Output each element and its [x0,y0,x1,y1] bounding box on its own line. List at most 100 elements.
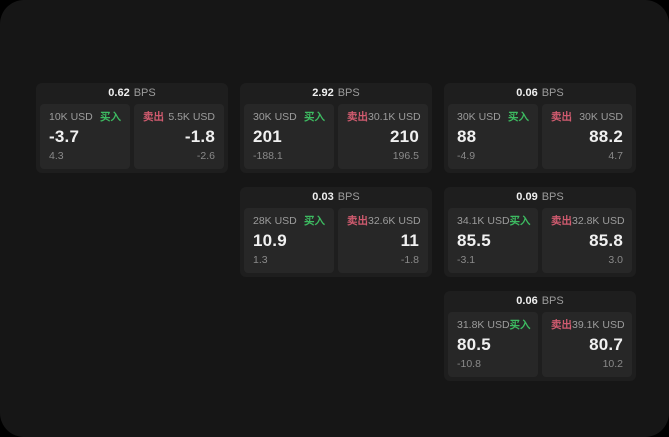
sell-size-label: 32.6K USD [368,215,421,227]
card-header: 0.62 BPS [36,83,228,104]
quote-card: 0.09 BPS 34.1K USD 买入 85.5 -3.1 卖出 32.8K… [444,187,636,277]
sell-secondary-value: 196.5 [392,150,419,163]
buy-side-badge: 买入 [100,111,121,123]
card-header: 0.06 BPS [444,291,636,312]
sell-price-value: 85.8 [589,231,623,251]
buy-size-label: 34.1K USD [457,215,510,227]
sell-price-value: 11 [400,231,419,251]
buy-secondary-value: -4.9 [457,150,476,163]
sell-tile[interactable]: 卖出 39.1K USD 80.7 10.2 [542,312,632,377]
buy-tile[interactable]: 31.8K USD 买入 80.5 -10.8 [448,312,538,377]
quote-card-grid: 0.62 BPS 10K USD 买入 -3.7 4.3 卖出 5.5K USD… [36,83,636,381]
buy-side-badge: 买入 [509,215,531,227]
sell-tile-header: 卖出 30.1K USD [347,111,421,124]
card-header: 0.06 BPS [444,83,636,104]
sell-size-label: 32.8K USD [572,215,625,227]
buy-size-label: 28K USD [253,215,297,227]
quote-card: 0.03 BPS 28K USD 买入 10.9 1.3 卖出 32.6K US… [240,187,432,277]
sell-side-badge: 卖出 [551,215,572,227]
sell-side-badge: 卖出 [143,111,164,123]
bps-unit-label: BPS [337,191,360,203]
bps-unit-label: BPS [337,87,360,99]
buy-secondary-value: -10.8 [457,358,481,371]
spread-bps-value: 0.06 [516,87,538,99]
card-header: 0.03 BPS [240,187,432,208]
card-body: 34.1K USD 买入 85.5 -3.1 卖出 32.8K USD 85.8… [444,208,636,277]
buy-secondary-value: 4.3 [49,150,64,163]
sell-side-badge: 卖出 [551,111,572,123]
sell-price-value: 88.2 [589,127,623,147]
buy-side-badge: 买入 [304,111,325,123]
buy-secondary-value: -188.1 [253,150,283,163]
quote-card: 2.92 BPS 30K USD 买入 201 -188.1 卖出 30.1K … [240,83,432,173]
buy-secondary-value: -3.1 [457,254,476,267]
sell-tile[interactable]: 卖出 30K USD 88.2 4.7 [542,104,632,169]
bps-unit-label: BPS [541,191,564,203]
spread-bps-value: 2.92 [312,87,334,99]
sell-side-badge: 卖出 [551,319,572,331]
buy-tile-header: 10K USD 买入 [49,111,121,124]
sell-tile[interactable]: 卖出 30.1K USD 210 196.5 [338,104,428,169]
buy-tile-header: 34.1K USD 买入 [457,215,531,228]
sell-tile-header: 卖出 32.6K USD [347,215,421,228]
sell-tile-header: 卖出 32.8K USD [551,215,625,228]
quote-card: 0.62 BPS 10K USD 买入 -3.7 4.3 卖出 5.5K USD… [36,83,228,173]
buy-tile-header: 31.8K USD 买入 [457,319,531,332]
sell-tile[interactable]: 卖出 32.6K USD 11 -1.8 [338,208,428,273]
card-header: 0.09 BPS [444,187,636,208]
spread-bps-value: 0.62 [108,87,130,99]
buy-tile-header: 30K USD 买入 [457,111,529,124]
buy-price-value: 85.5 [457,231,491,251]
sell-secondary-value: 10.2 [602,358,623,371]
buy-tile[interactable]: 30K USD 买入 201 -188.1 [244,104,334,169]
buy-side-badge: 买入 [509,319,531,331]
buy-side-badge: 买入 [304,215,325,227]
sell-side-badge: 卖出 [347,111,368,123]
sell-tile[interactable]: 卖出 5.5K USD -1.8 -2.6 [134,104,224,169]
card-body: 30K USD 买入 88 -4.9 卖出 30K USD 88.2 4.7 [444,104,636,173]
sell-price-value: -1.8 [184,127,215,147]
buy-price-value: -3.7 [49,127,80,147]
buy-price-value: 80.5 [457,335,491,355]
buy-size-label: 30K USD [253,111,297,123]
card-body: 30K USD 买入 201 -188.1 卖出 30.1K USD 210 1… [240,104,432,173]
sell-secondary-value: 4.7 [608,150,623,163]
card-body: 28K USD 买入 10.9 1.3 卖出 32.6K USD 11 -1.8 [240,208,432,277]
buy-size-label: 31.8K USD [457,319,510,331]
buy-tile[interactable]: 30K USD 买入 88 -4.9 [448,104,538,169]
spread-bps-value: 0.09 [516,191,538,203]
sell-side-badge: 卖出 [347,215,368,227]
sell-tile-header: 卖出 39.1K USD [551,319,625,332]
sell-size-label: 5.5K USD [168,111,215,123]
sell-size-label: 30K USD [579,111,623,123]
buy-size-label: 10K USD [49,111,93,123]
sell-secondary-value: -1.8 [400,254,419,267]
quote-card: 0.06 BPS 30K USD 买入 88 -4.9 卖出 30K USD 8… [444,83,636,173]
sell-secondary-value: -2.6 [196,150,215,163]
buy-price-value: 88 [457,127,477,147]
spread-bps-value: 0.06 [516,295,538,307]
buy-price-value: 201 [253,127,282,147]
sell-price-value: 210 [390,127,419,147]
sell-tile-header: 卖出 30K USD [551,111,623,124]
buy-size-label: 30K USD [457,111,501,123]
buy-price-value: 10.9 [253,231,287,251]
sell-secondary-value: 3.0 [608,254,623,267]
sell-price-value: 80.7 [589,335,623,355]
buy-tile[interactable]: 10K USD 买入 -3.7 4.3 [40,104,130,169]
buy-tile[interactable]: 34.1K USD 买入 85.5 -3.1 [448,208,538,273]
sell-size-label: 30.1K USD [368,111,421,123]
sell-tile[interactable]: 卖出 32.8K USD 85.8 3.0 [542,208,632,273]
bps-unit-label: BPS [541,295,564,307]
buy-tile-header: 28K USD 买入 [253,215,325,228]
quote-card: 0.06 BPS 31.8K USD 买入 80.5 -10.8 卖出 39.1… [444,291,636,381]
buy-side-badge: 买入 [508,111,529,123]
card-body: 10K USD 买入 -3.7 4.3 卖出 5.5K USD -1.8 -2.… [36,104,228,173]
sell-size-label: 39.1K USD [572,319,625,331]
card-header: 2.92 BPS [240,83,432,104]
sell-tile-header: 卖出 5.5K USD [143,111,215,124]
buy-secondary-value: 1.3 [253,254,268,267]
bps-unit-label: BPS [541,87,564,99]
buy-tile[interactable]: 28K USD 买入 10.9 1.3 [244,208,334,273]
